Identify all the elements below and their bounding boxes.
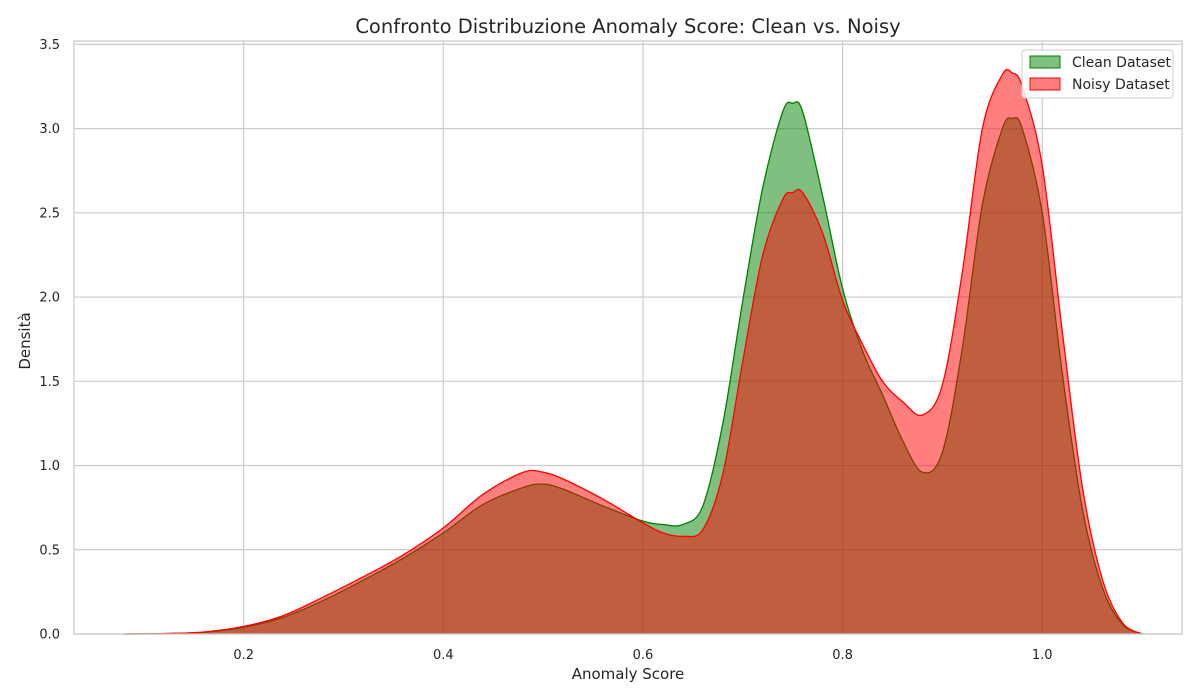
y-tick-label-6: 3.0 — [39, 122, 60, 137]
x-tick-label-4: 1.0 — [1032, 648, 1053, 663]
legend-label-noisy: Noisy Dataset — [1072, 77, 1170, 93]
plot-border — [73, 40, 1183, 635]
y-tick-label-0: 0.0 — [39, 628, 60, 643]
y-tick-label-4: 2.0 — [39, 291, 60, 306]
y-tick-label-3: 1.5 — [39, 375, 60, 390]
density-area-noisy — [123, 69, 1143, 634]
x-tick-label-0: 0.2 — [233, 648, 254, 663]
legend-swatch-clean — [1029, 55, 1061, 69]
legend-swatch-noisy — [1029, 77, 1061, 91]
tick-labels: 0.2 0.4 0.6 0.8 1.0 0.0 0.5 1.0 1.5 2.0 2.5 3.0 3.5 — [39, 38, 1052, 663]
y-tick-label-2: 1.0 — [39, 459, 60, 474]
y-tick-label-1: 0.5 — [39, 543, 60, 558]
plot-frame — [73, 40, 1183, 635]
y-tick-label-5: 2.5 — [39, 206, 60, 221]
chart-title: Confronto Distribuzione Anomaly Score: C… — [355, 15, 900, 38]
x-tick-label-1: 0.4 — [433, 648, 454, 663]
y-tick-label-7: 3.5 — [39, 38, 60, 53]
legend-label-clean: Clean Dataset — [1072, 55, 1172, 71]
x-tick-label-2: 0.6 — [633, 648, 654, 663]
y-axis-title: Densità — [16, 312, 34, 369]
legend: Clean Dataset Noisy Dataset — [1021, 49, 1174, 99]
x-axis-title: Anomaly Score — [572, 665, 685, 683]
x-tick-label-3: 0.8 — [832, 648, 853, 663]
